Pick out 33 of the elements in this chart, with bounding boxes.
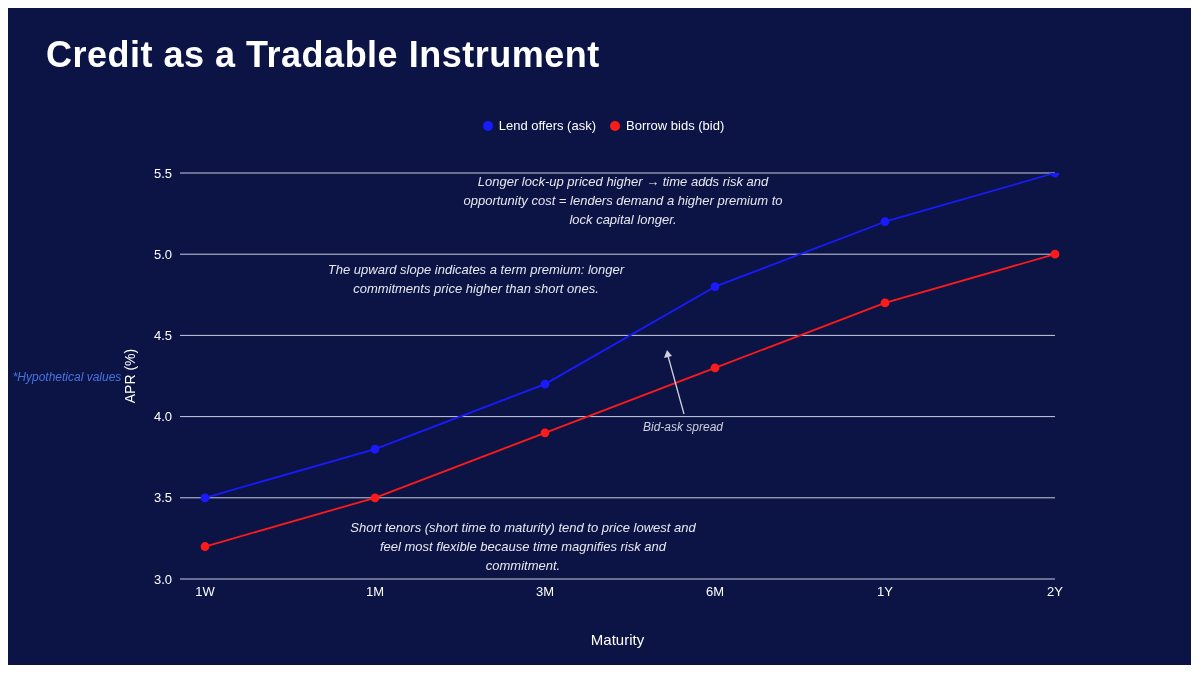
y-tick-label: 4.5: [153, 328, 172, 344]
x-axis-title: Maturity: [590, 631, 645, 648]
y-tick-label: 5.0: [153, 246, 172, 262]
x-tick-label: 1W: [195, 584, 216, 600]
point: [370, 444, 380, 454]
annotation: The upward slope indicates a term premium: longer commitments price higher than short ones.: [326, 261, 626, 298]
annotation: Short tenors (short time to maturity) tend to price lowest and feel most flexible because time magnifies risk and commitment.: [349, 519, 697, 575]
point: [540, 379, 550, 389]
point: [880, 217, 890, 227]
x-tick-label: 1Y: [877, 584, 894, 600]
legend-label: Borrow bids (bid): [626, 118, 725, 133]
chart-title: Credit as a Tradable Instrument: [46, 34, 600, 76]
y-axis-title: APR (%): [121, 348, 138, 404]
point: [1050, 249, 1060, 259]
annotation: Longer lock-up priced higher → time adds risk and opportunity cost = lenders demand a higher premium to lock capital longer.: [463, 173, 783, 229]
annotation: Bid-ask spread: [641, 419, 724, 436]
legend-label: Lend offers (ask): [498, 118, 597, 133]
point: [200, 493, 210, 503]
point: [880, 298, 890, 308]
point: [370, 493, 380, 503]
text: *Hypothetical values: [12, 370, 122, 384]
x-tick-label: 6M: [705, 584, 725, 600]
x-tick-label: 3M: [535, 584, 555, 600]
point: [710, 282, 720, 292]
x-tick-label: 2Y: [1047, 584, 1064, 600]
y-tick-label: 3.5: [153, 490, 172, 506]
y-tick-label: 4.0: [153, 409, 172, 425]
x-tick-label: 1M: [365, 584, 385, 600]
y-tick-label: 5.5: [153, 165, 172, 181]
point: [540, 428, 550, 438]
point: [710, 363, 720, 373]
point: [200, 542, 210, 551]
y-tick-label: 3.0: [153, 571, 172, 587]
